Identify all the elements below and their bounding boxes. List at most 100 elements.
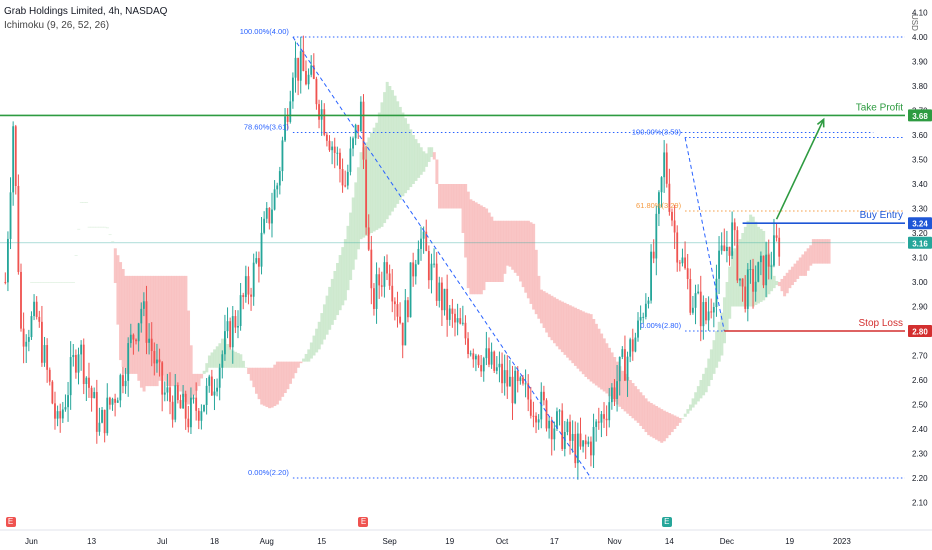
level-label: Buy Entry xyxy=(860,210,903,221)
cloud-segment xyxy=(738,239,742,307)
cloud-segment xyxy=(524,220,528,293)
earnings-event-icon[interactable]: E xyxy=(661,517,672,527)
candle-body xyxy=(88,377,90,388)
cloud-segment xyxy=(87,226,91,228)
cloud-segment xyxy=(202,370,206,374)
cloud-segment xyxy=(367,137,371,235)
cloud-segment xyxy=(809,245,813,266)
cloud-segment xyxy=(715,331,719,368)
candle-body xyxy=(624,349,626,381)
cloud-segment xyxy=(234,351,238,368)
cloud-segment xyxy=(333,270,337,320)
candle-body xyxy=(691,307,694,313)
fib-level-label: 78.60%(3.61) xyxy=(244,123,290,132)
cloud-segment xyxy=(610,352,614,399)
candle-body xyxy=(741,278,744,287)
candle-body xyxy=(359,101,362,132)
candle-body xyxy=(22,328,25,347)
candle-body xyxy=(420,238,422,249)
cloud-segment xyxy=(173,275,177,387)
cloud-segment xyxy=(477,203,481,295)
price-tag: 3.16 xyxy=(912,239,928,248)
candle-body xyxy=(370,249,373,289)
cloud-segment xyxy=(64,282,68,283)
candle-body xyxy=(425,231,428,252)
cloud-segment xyxy=(443,184,447,209)
cloud-segment xyxy=(288,361,292,384)
candle-body xyxy=(485,348,488,359)
candle-body xyxy=(754,281,757,292)
candle-body xyxy=(616,381,619,399)
candle-body xyxy=(122,375,124,387)
candle-body xyxy=(587,441,590,445)
candle-body xyxy=(114,398,117,403)
candle-body xyxy=(101,409,103,423)
cloud-segment xyxy=(228,349,232,368)
time-tick: 18 xyxy=(210,537,219,546)
time-tick: 17 xyxy=(550,537,559,546)
candle-body xyxy=(150,338,153,352)
candle-body xyxy=(263,218,266,233)
cloud-segment xyxy=(304,353,308,362)
cloud-segment xyxy=(113,248,117,284)
cloud-segment xyxy=(30,282,34,283)
candle-body xyxy=(569,421,571,441)
cloud-segment xyxy=(817,239,821,264)
time-tick: 19 xyxy=(445,537,454,546)
cloud-segment xyxy=(730,251,734,307)
cloud-segment xyxy=(393,95,397,208)
candle-body xyxy=(770,265,773,267)
candle-body xyxy=(482,358,485,372)
earnings-event-icon[interactable]: E xyxy=(5,517,16,527)
cloud-segment xyxy=(814,239,818,264)
candle-body xyxy=(702,301,705,327)
cloud-segment xyxy=(775,280,779,286)
cloud-segment xyxy=(330,278,334,325)
candle-body xyxy=(430,263,433,281)
fib-level-label: 100.00%(4.00) xyxy=(240,27,290,36)
candle-body xyxy=(629,339,632,357)
candle-body xyxy=(239,295,242,326)
cloud-segment xyxy=(707,358,711,387)
cloud-segment xyxy=(343,239,347,301)
candle-body xyxy=(67,395,69,408)
candle-body xyxy=(626,356,629,381)
candle-body xyxy=(433,263,435,265)
candle-body xyxy=(608,402,611,421)
cloud-segment xyxy=(474,202,478,295)
cloud-segment xyxy=(307,349,311,362)
cloud-segment xyxy=(788,269,792,289)
cloud-segment xyxy=(636,389,640,423)
cloud-segment xyxy=(712,340,716,374)
price-tag-bg xyxy=(908,236,932,249)
cloud-segment xyxy=(401,112,405,197)
cloud-segment xyxy=(796,260,800,279)
candle-body xyxy=(195,397,198,411)
cloud-segment xyxy=(628,380,632,416)
cloud-segment xyxy=(155,275,159,387)
earnings-event-icon[interactable]: E xyxy=(358,517,369,527)
candle-body xyxy=(556,411,558,429)
candle-body xyxy=(247,276,250,295)
candle-body xyxy=(412,262,415,277)
candle-body xyxy=(291,77,294,102)
candle-body xyxy=(158,359,161,363)
cloud-segment xyxy=(105,227,109,229)
cloud-segment xyxy=(158,275,162,381)
cloud-segment xyxy=(798,257,802,276)
candle-body xyxy=(74,354,77,373)
candle-body xyxy=(757,262,760,282)
candle-body xyxy=(409,262,412,318)
candle-body xyxy=(498,363,501,368)
candle-body xyxy=(265,207,268,219)
price-tick: 2.10 xyxy=(912,499,928,508)
candle-body xyxy=(671,211,673,221)
cloud-segment xyxy=(505,220,509,266)
cloud-segment xyxy=(90,226,94,228)
candle-body xyxy=(728,246,731,256)
cloud-segment xyxy=(451,184,455,209)
candle-body xyxy=(82,344,85,385)
candle-body xyxy=(145,301,148,343)
cloud-segment xyxy=(270,367,274,408)
candle-body xyxy=(260,232,263,267)
